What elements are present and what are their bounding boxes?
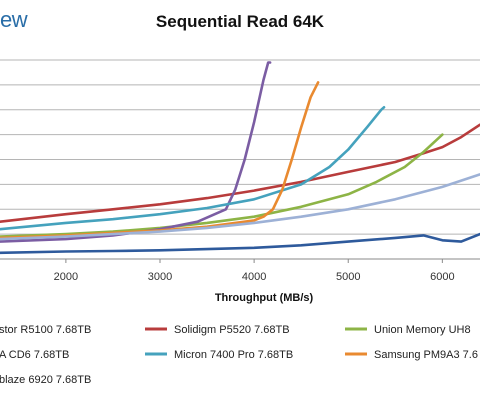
x-tick-label: 5000: [336, 271, 360, 283]
brand-logo-text: ew: [0, 7, 28, 32]
legend-label: Union Memory UH8: [374, 324, 471, 336]
gridlines: [0, 59, 480, 235]
x-tick-labels: 2000 3000 4000 5000 6000: [54, 271, 455, 283]
series-line: [0, 106, 386, 231]
legend-label: blaze 6920 7.68TB: [0, 374, 91, 386]
legend-label: Micron 7400 Pro 7.68TB: [174, 349, 293, 361]
series-line: [0, 232, 480, 255]
legend: stor R5100 7.68TB Solidigm P5520 7.68TB Un…: [0, 324, 478, 386]
x-tick-label: 2000: [54, 271, 78, 283]
axes: [0, 258, 480, 263]
x-tick-label: 3000: [148, 271, 172, 283]
series-line: [0, 173, 480, 241]
series-line: [0, 123, 480, 223]
series-line: [0, 61, 272, 243]
legend-label: A CD6 7.68TB: [0, 349, 69, 361]
series-lines: [0, 61, 480, 255]
x-axis-title: Throughput (MB/s): [215, 292, 314, 304]
series-line: [0, 133, 444, 238]
x-tick-label: 4000: [242, 271, 266, 283]
legend-label: stor R5100 7.68TB: [0, 324, 91, 336]
legend-label: Solidigm P5520 7.68TB: [174, 324, 290, 336]
x-tick-label: 6000: [430, 271, 454, 283]
chart-title: Sequential Read 64K: [155, 12, 325, 31]
legend-label: Samsung PM9A3 7.6: [374, 349, 478, 361]
